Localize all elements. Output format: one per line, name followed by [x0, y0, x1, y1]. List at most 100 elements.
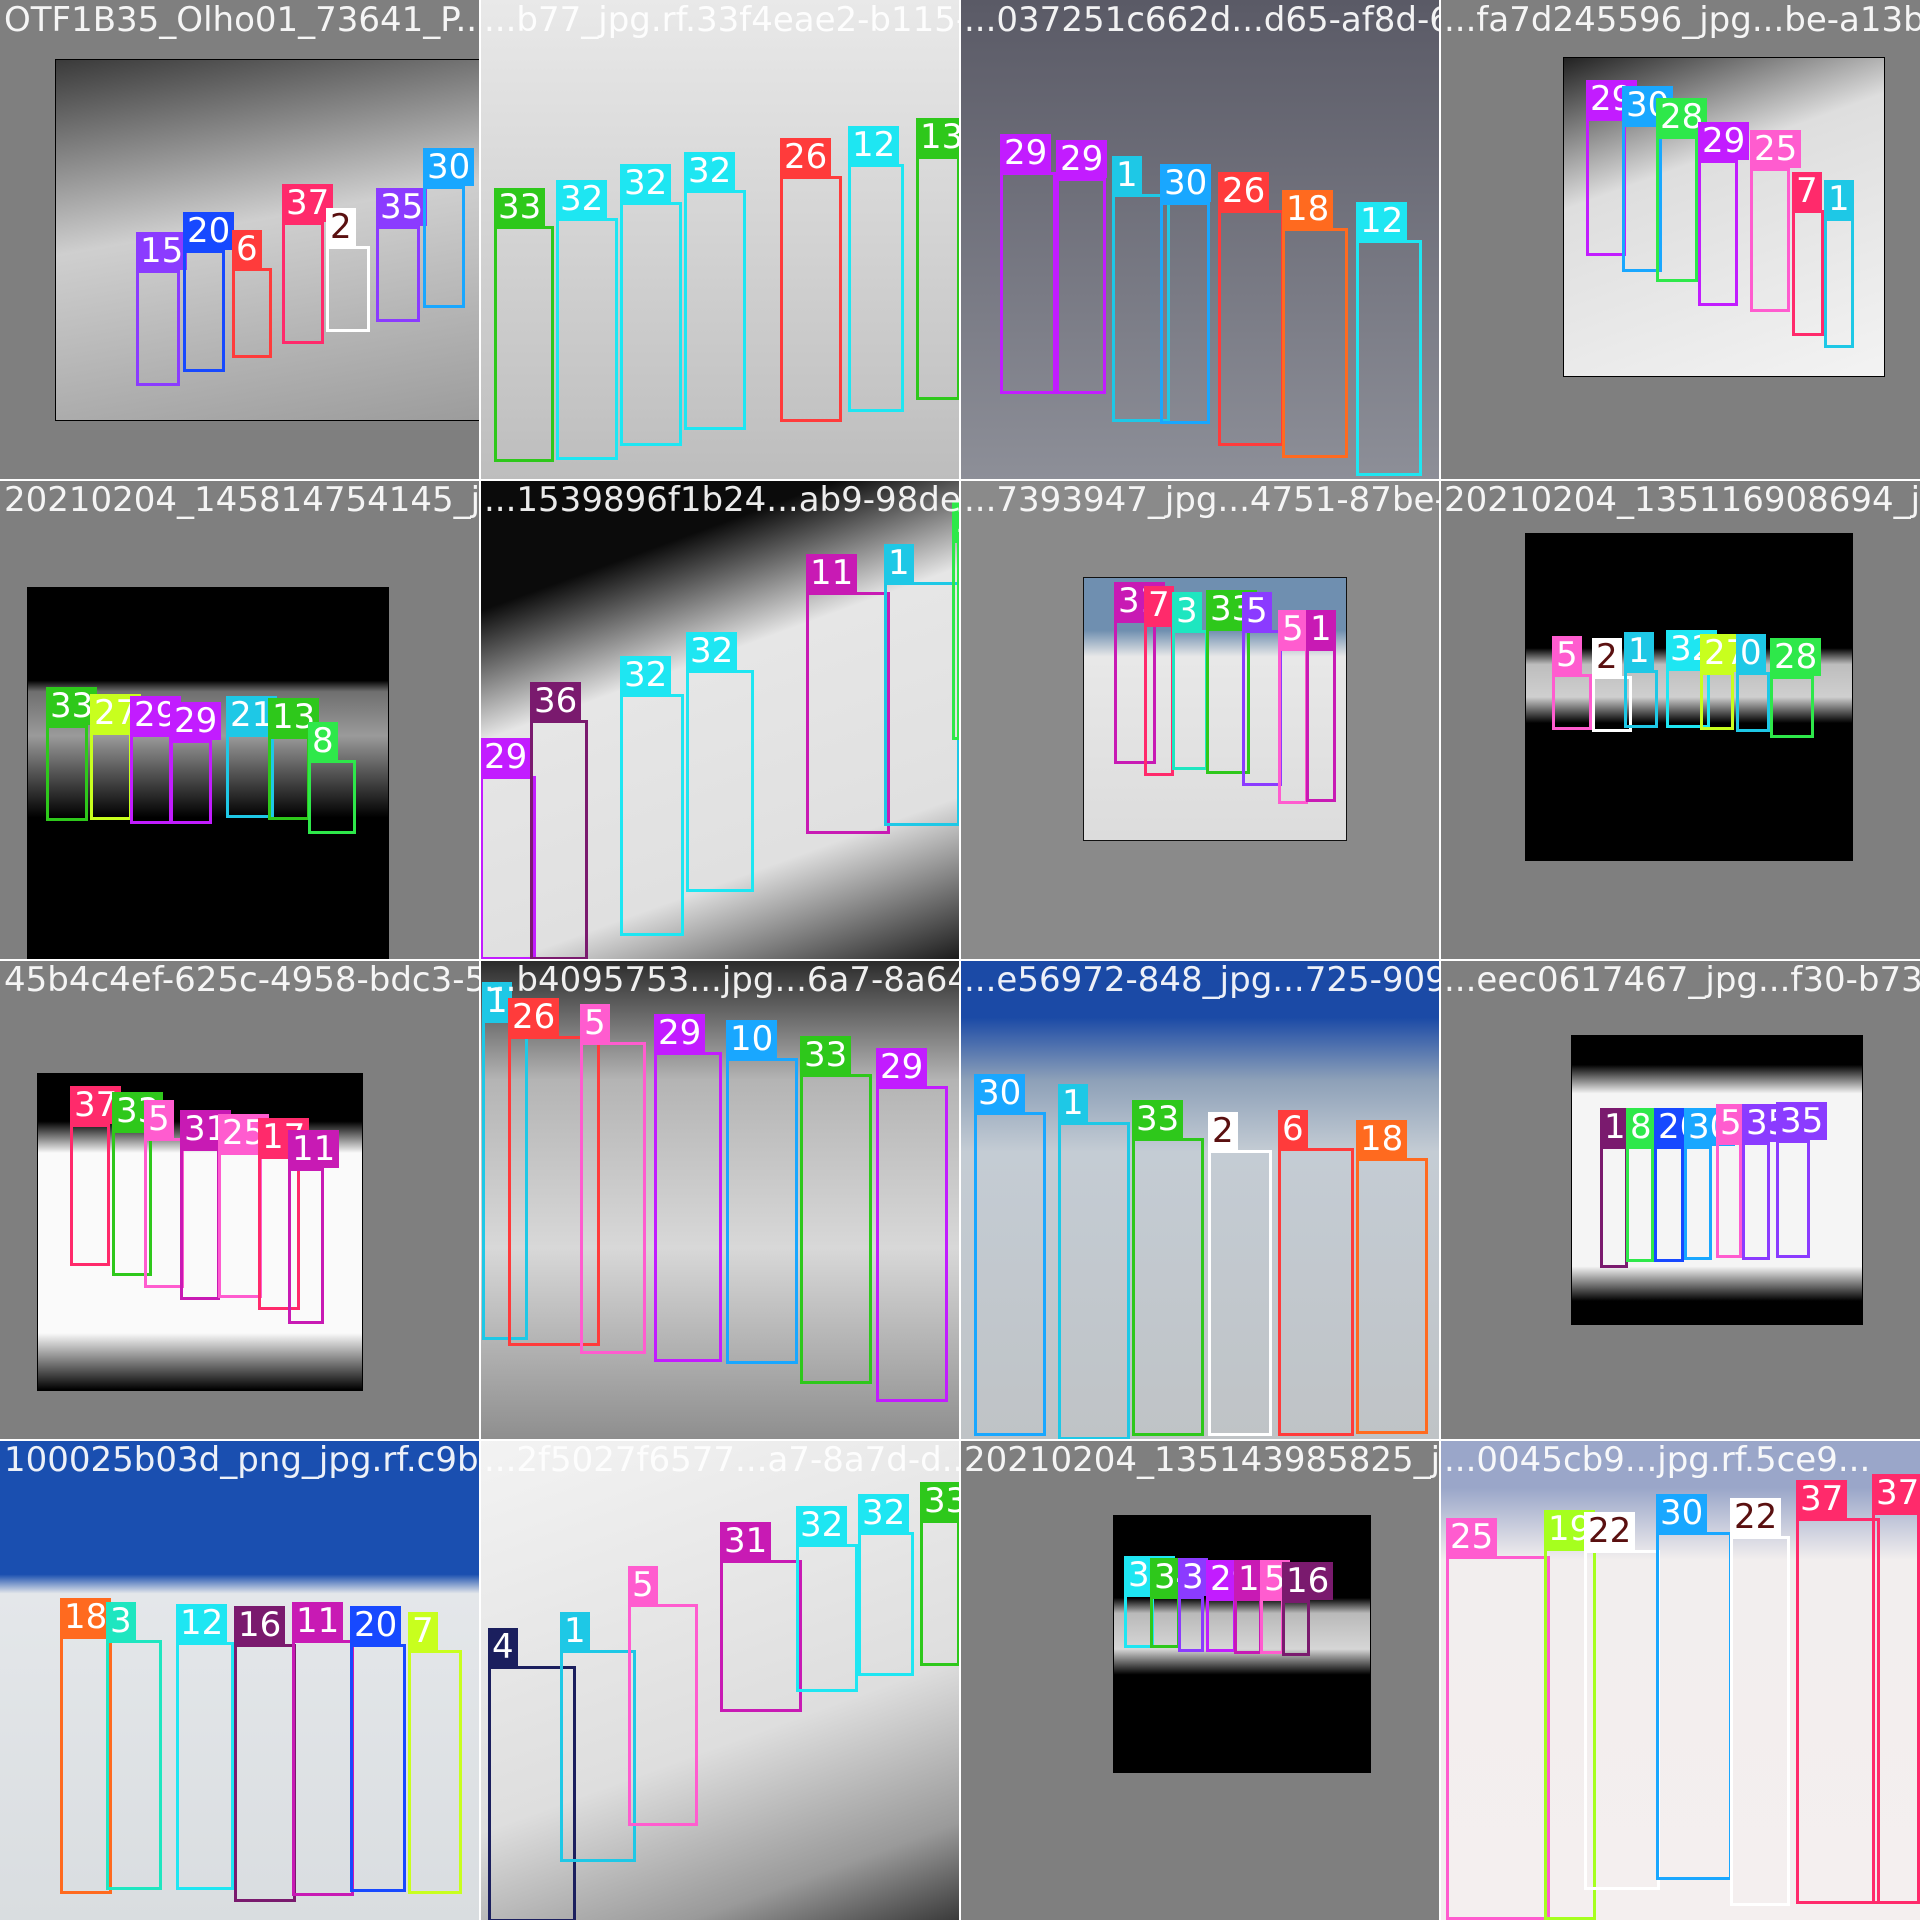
class-label: 29 — [1000, 134, 1052, 172]
bounding-box — [218, 1152, 262, 1298]
bounding-box — [1112, 194, 1170, 422]
class-label: 1 — [1306, 610, 1336, 648]
bounding-box — [654, 1052, 722, 1362]
class-label: 5 — [1552, 636, 1582, 674]
bounding-box — [258, 1156, 300, 1310]
class-label: 29 — [876, 1048, 928, 1086]
bounding-box — [1698, 160, 1738, 306]
class-label: 8 — [1626, 1108, 1656, 1146]
class-label: 31 — [720, 1522, 772, 1560]
class-label: 26 — [1218, 172, 1270, 210]
bounding-box — [508, 1036, 600, 1346]
class-label: 29 — [480, 738, 532, 776]
bounding-box — [282, 222, 324, 344]
bounding-box — [1234, 1598, 1262, 1654]
bounding-box — [1656, 1532, 1732, 1880]
bounding-box — [1356, 240, 1422, 476]
bounding-box — [326, 246, 370, 332]
bounding-box — [620, 202, 682, 446]
bounding-box — [423, 186, 465, 308]
bounding-box — [1446, 1556, 1550, 1920]
class-label: 10 — [726, 1020, 778, 1058]
bounding-box — [180, 1148, 220, 1300]
grid-divider — [0, 1439, 1920, 1441]
class-label: 7 — [1792, 172, 1822, 210]
class-label: 8 — [308, 722, 338, 760]
class-label: 30 — [974, 1074, 1026, 1112]
grid-divider — [1439, 0, 1441, 1920]
bounding-box — [1282, 228, 1348, 458]
class-label: 1 — [1112, 156, 1142, 194]
class-label: 32 — [684, 152, 736, 190]
bounding-box — [1178, 1596, 1204, 1652]
bounding-box — [1160, 202, 1210, 424]
bounding-box — [1058, 1122, 1130, 1440]
class-label: 26 — [508, 998, 560, 1036]
class-label: 2 — [1208, 1112, 1238, 1150]
class-label: 30 — [423, 148, 475, 186]
class-label: 22 — [1730, 1498, 1782, 1536]
bounding-box — [144, 1138, 184, 1288]
bounding-box — [1150, 1596, 1180, 1648]
class-label: 35 — [376, 188, 428, 226]
bounding-box — [806, 592, 890, 834]
class-label: 7 — [408, 1612, 438, 1650]
bounding-box — [1206, 1598, 1236, 1652]
class-label: 30 — [1160, 164, 1212, 202]
class-label: 26 — [780, 138, 832, 176]
image-filename: ...0045cb9...jpg.rf.5ce9... — [1444, 1440, 1871, 1480]
class-label: 29 — [1698, 122, 1750, 160]
bounding-box — [1278, 648, 1308, 804]
bounding-box — [1624, 670, 1658, 728]
tile-12: 168203053535...eec0617467_jpg...f30-b738… — [1440, 960, 1920, 1440]
class-label: 12 — [1356, 202, 1408, 240]
bounding-box — [226, 734, 274, 818]
bounding-box — [494, 226, 554, 462]
class-label: 3 — [1172, 592, 1202, 630]
tile-5: 33 27 29 29 21 13 8 20210204_145814754145_j... — [0, 480, 480, 960]
class-label: 11 — [806, 554, 858, 592]
image-filename: ...b77_jpg.rf.33f4eae2-b115-d... — [484, 0, 960, 40]
bounding-box — [482, 1020, 528, 1340]
class-label: 32 — [556, 180, 608, 218]
class-label: 1 — [884, 544, 914, 582]
class-label: 33 — [494, 188, 546, 226]
tile-6: 2936323211128...1539896f1b24...ab9-98de-… — [480, 480, 960, 960]
image-filename: ...fa7d245596_jpg...be-a13b-fc... — [1444, 0, 1920, 40]
bounding-box — [106, 1640, 162, 1890]
bounding-box — [1132, 1138, 1204, 1436]
class-label: 5 — [580, 1004, 610, 1042]
bounding-box — [628, 1604, 698, 1826]
bounding-box — [974, 1112, 1046, 1436]
bounding-box — [684, 190, 746, 430]
bounding-box — [1260, 1598, 1284, 1654]
class-label: 3 — [106, 1602, 136, 1640]
plate-photo — [0, 1440, 480, 1920]
class-label: 20 — [350, 1606, 402, 1644]
bounding-box — [1584, 1550, 1660, 1890]
image-filename: ...b4095753...jpg...6a7-8a64-d... — [484, 960, 960, 1000]
bounding-box — [858, 1532, 914, 1676]
tile-2: 33 32 32 32 26 12 13 ...b77_jpg.rf.33f4eae2-b11… — [480, 0, 960, 480]
tile-10: 1 26 5 29 10 33 29 ...b4095753...jpg...6a7-8a64… — [480, 960, 960, 1440]
bounding-box — [800, 1074, 872, 1384]
class-label: 33 — [1132, 1100, 1184, 1138]
image-filename: ...037251c662d...d65-af8d-640e2... — [964, 0, 1440, 40]
plate-photo — [27, 587, 389, 959]
plate-photo — [1525, 533, 1853, 861]
class-label: 32 — [620, 164, 672, 202]
image-filename: 20210204_135116908694_j... — [1444, 480, 1920, 520]
bounding-box — [1356, 1158, 1428, 1434]
class-label: 13 — [916, 118, 960, 156]
class-label: 29 — [170, 702, 222, 740]
bounding-box — [1796, 1518, 1880, 1904]
class-label: 29 — [1056, 140, 1108, 178]
bounding-box — [183, 250, 225, 372]
image-filename: 20210204_145814754145_j... — [4, 480, 480, 520]
class-label: 1 — [482, 982, 512, 1020]
bounding-box — [1684, 1146, 1712, 1260]
image-filename: ...7393947_jpg...4751-87be-3... — [964, 480, 1440, 520]
bounding-box — [780, 176, 842, 422]
class-label: 37 — [1872, 1474, 1920, 1512]
class-label: 33 — [920, 1482, 960, 1520]
